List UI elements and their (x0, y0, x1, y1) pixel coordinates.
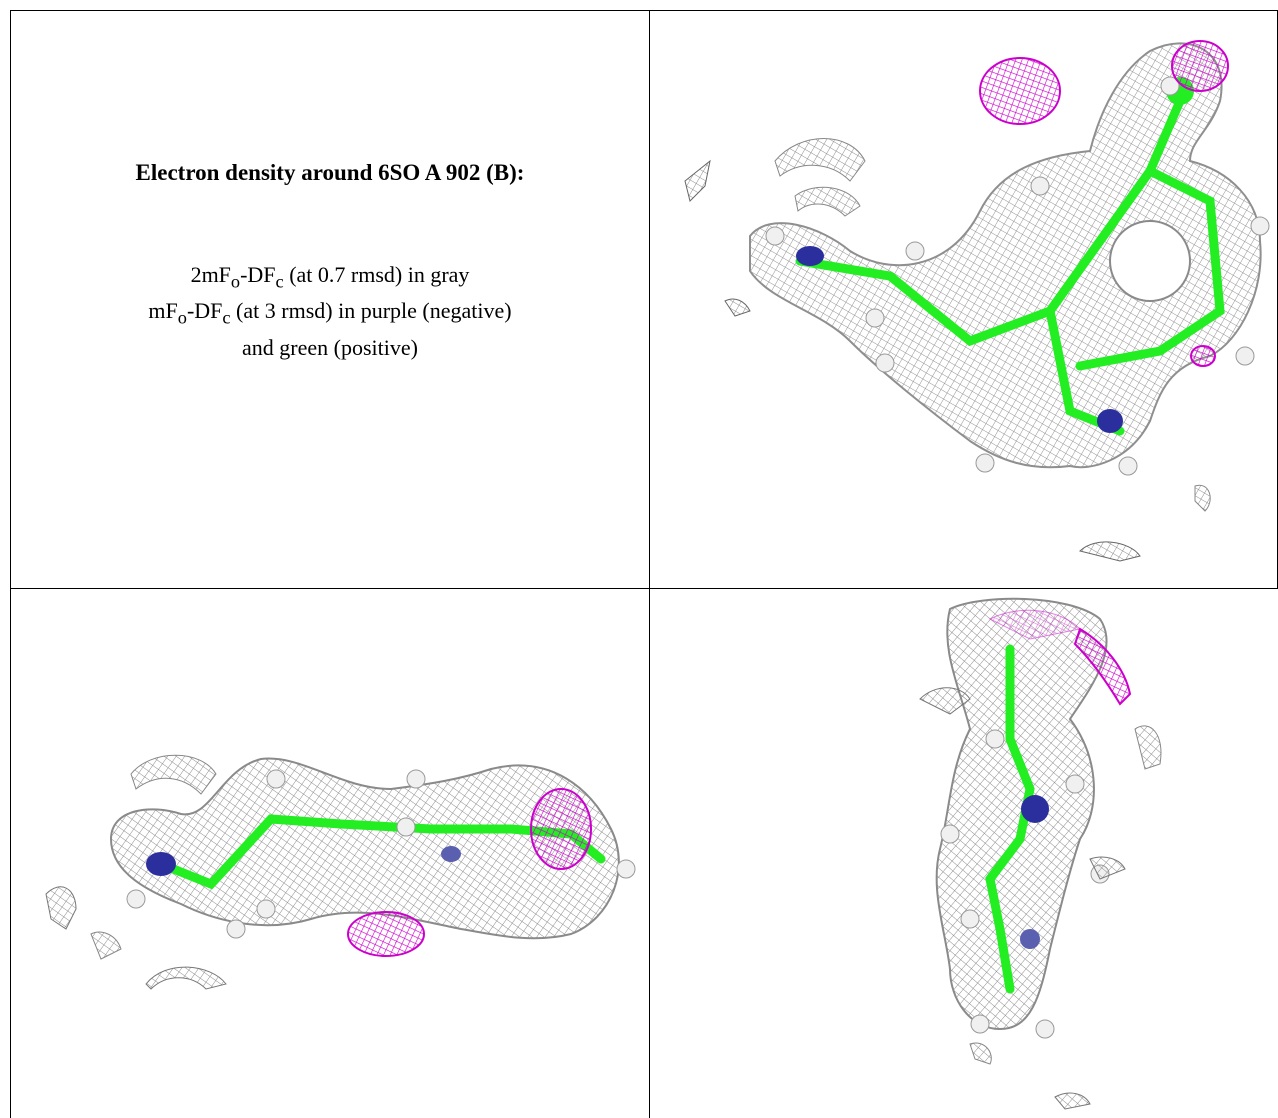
molecule-density-view-icon (919, 597, 1162, 1110)
caption-legend: 2mFo-DFc (at 0.7 rmsd) in gray mFo-DFc (… (10, 260, 650, 363)
table-border-center (649, 10, 650, 1118)
view-top-right (650, 11, 1277, 588)
caption-cell: Electron density around 6SO A 902 (B): 2… (10, 160, 650, 363)
legend-line-gray: 2mFo-DFc (at 0.7 rmsd) in gray (190, 262, 470, 292)
molecule-density-view-icon (45, 754, 636, 990)
table-border-middle (10, 588, 1278, 589)
table-border-left (10, 10, 11, 1118)
view-bottom-right (650, 589, 1277, 1118)
figure-table: Electron density around 6SO A 902 (B): 2… (10, 10, 1278, 1118)
table-border-top (10, 10, 1278, 11)
molecule-density-view-icon (684, 40, 1270, 562)
view-bottom-left (11, 589, 649, 1118)
legend-line-positive: and green (positive) (242, 334, 418, 360)
legend-line-difference: mFo-DFc (at 3 rmsd) in purple (negative) (148, 298, 512, 328)
caption-title: Electron density around 6SO A 902 (B): (135, 160, 525, 185)
